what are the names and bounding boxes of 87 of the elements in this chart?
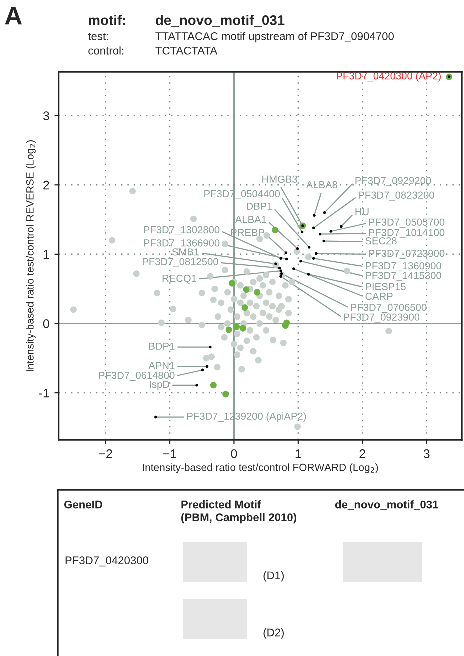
- annotation: HU: [356, 208, 369, 216]
- annotation: PF3D7_0812500: [142, 258, 218, 268]
- annotation: SMB1: [172, 248, 200, 256]
- annotation: PF3D7_1415300: [366, 272, 442, 282]
- point: [296, 248, 300, 250]
- text: Predicted Motif (PBM, Campbell 2010): [182, 500, 296, 524]
- annotation: PF3D7_0923900: [344, 314, 420, 323]
- annotation: APN1: [148, 362, 175, 370]
- annotation: PF3D7_1366900: [144, 240, 220, 249]
- point: [234, 324, 240, 330]
- point: [278, 266, 282, 270]
- annotation: PF3D7_0614800: [99, 372, 175, 382]
- x-axis-title: Intensity-based ratio test/control FORWARD (Log$_{2}$): [143, 464, 378, 474]
- point: [226, 326, 232, 334]
- annotation: SEC28: [366, 238, 397, 245]
- y-tick-label: 2: [44, 180, 50, 190]
- point: [196, 384, 198, 387]
- point: [210, 382, 217, 389]
- point: [272, 226, 279, 234]
- point: [330, 230, 333, 233]
- annotation: PF3D7_1014100: [369, 229, 445, 238]
- text: (D2): [264, 628, 284, 639]
- y-tick-label: 3: [43, 112, 50, 120]
- text: A: [5, 7, 22, 25]
- annotation: HMGB3: [262, 176, 298, 183]
- point: [322, 240, 326, 243]
- annotation: DBP1: [247, 202, 272, 210]
- chart-title: motif:: [89, 15, 126, 26]
- point: [242, 304, 248, 312]
- point: [222, 391, 230, 398]
- text: test:: [88, 33, 108, 40]
- annotation: IspD: [150, 381, 170, 390]
- text: TCTACTATA: [156, 46, 218, 55]
- text: GeneID: [64, 500, 102, 509]
- annotation: CARP: [366, 292, 393, 300]
- text: (D1): [264, 571, 284, 582]
- annotation: PF3D7_0929200: [356, 177, 432, 186]
- annotation: PF3D7_1360900: [366, 262, 442, 272]
- text: TTATTACAC motif upstream of PF3D7_0904700: [156, 32, 394, 43]
- annotation: PF3D7_1302800: [144, 226, 220, 236]
- y-axis-title: Intensity-based ratio test/control REVERSE (Log$_{2}$): [26, 140, 36, 372]
- point: [307, 273, 310, 276]
- point: [280, 270, 282, 272]
- annotation: PF3D7_0823200: [358, 192, 434, 201]
- x-tick-label: −2: [99, 450, 112, 458]
- annotation: ALBA1: [235, 216, 266, 224]
- point: [282, 322, 289, 330]
- point: [318, 232, 322, 236]
- text: de_novo_motif_031: [335, 500, 438, 510]
- annotation: BDP1: [149, 342, 175, 350]
- point: [209, 346, 212, 349]
- point: [284, 252, 288, 254]
- point: [315, 252, 318, 256]
- point: [201, 368, 204, 372]
- point: [323, 211, 326, 214]
- x-tick-label: 2: [360, 450, 366, 458]
- point: [313, 214, 316, 218]
- annotation: PF3D7_0505700: [369, 218, 445, 228]
- x-tick-label: 3: [424, 450, 430, 458]
- point: [280, 257, 282, 260]
- point: [154, 416, 158, 419]
- annotation: PF3D7_0420300 (AP2): [337, 72, 441, 82]
- point: [312, 257, 316, 260]
- point: [340, 225, 343, 228]
- y-tick-label: 1: [44, 250, 50, 259]
- annotation: ALBA8: [306, 181, 338, 189]
- text: control:: [88, 46, 124, 55]
- y-tick-label: -1: [39, 388, 50, 398]
- text: de_novo_motif_031: [156, 15, 285, 27]
- annotation: PF3D7_0706500: [351, 304, 427, 314]
- annotation: PIESP15: [366, 283, 406, 290]
- point: [292, 268, 296, 270]
- y-tick-label: 0: [43, 320, 50, 328]
- annotation: RECQ1: [162, 274, 196, 284]
- point: [308, 246, 311, 249]
- x-tick-label: 0: [231, 450, 238, 458]
- point: [240, 325, 246, 332]
- x-tick-label: 1: [296, 450, 302, 458]
- x-tick-label: −1: [163, 450, 177, 458]
- annotation: PF3D7_0723900: [369, 250, 445, 260]
- point: [312, 226, 316, 230]
- text: PF3D7_0420300: [66, 556, 149, 567]
- point: [243, 286, 250, 294]
- point: [206, 365, 209, 368]
- point: [285, 258, 288, 261]
- point: [254, 289, 261, 296]
- point: [300, 260, 302, 263]
